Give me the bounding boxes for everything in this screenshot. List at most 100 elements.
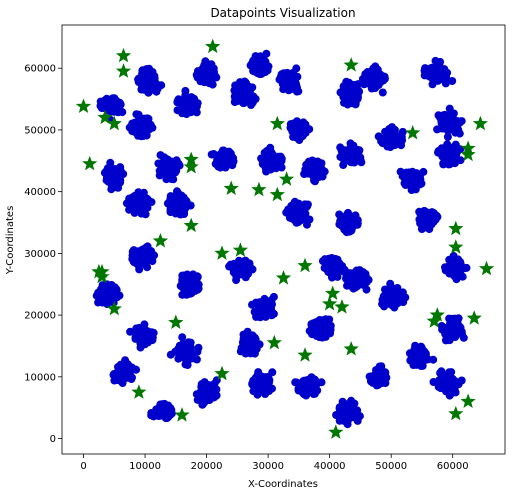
data-point [346,140,355,149]
data-point [174,195,183,204]
data-point [166,165,175,174]
data-point [178,349,187,358]
data-point [420,66,429,75]
data-point [317,159,326,168]
star-point [343,341,359,356]
data-point [157,81,166,90]
data-point [99,292,108,301]
data-point [110,289,119,298]
data-point [240,339,249,347]
data-point [310,325,318,334]
data-point [229,267,238,276]
data-point [213,156,222,165]
y-tick-label: 40000 [24,187,56,198]
data-point [431,215,440,224]
data-point [109,171,117,180]
x-tick-label: 60000 [437,461,469,472]
data-point [147,409,156,417]
data-point [205,388,214,397]
data-point [133,330,142,339]
y-axis-label: Y-Coordinates [5,206,16,276]
data-point [239,99,248,108]
data-point [378,300,387,309]
star-point [297,347,313,362]
data-point [415,345,424,354]
data-point [219,154,228,163]
star-point [448,405,464,421]
data-point [134,250,143,259]
data-point [174,159,183,168]
y-tick-label: 30000 [24,249,56,260]
data-point [426,71,435,80]
star-point [75,98,92,113]
data-point [434,58,443,67]
data-point [348,87,357,96]
star-point [214,245,230,260]
data-point [444,143,453,151]
data-point [161,414,170,423]
data-point [451,149,460,158]
star-point [429,307,445,322]
data-point [140,199,149,208]
data-point [251,376,260,385]
star-point [106,300,122,316]
data-point [449,319,458,328]
data-point [186,201,195,210]
data-point [444,152,453,161]
star-point [328,424,344,439]
data-point [146,75,155,83]
data-point [140,336,149,345]
data-point [137,117,146,126]
data-point [241,78,250,87]
data-point [443,132,452,141]
data-point [380,72,389,81]
data-point [380,375,388,384]
data-point [307,387,316,396]
data-point [403,173,411,182]
y-tick-label: 10000 [24,372,56,383]
data-point [295,123,304,132]
data-point [251,383,260,392]
data-point [362,285,371,294]
data-point [192,108,201,117]
y-tick-label: 50000 [24,125,56,136]
data-point [307,166,316,175]
data-point [448,267,457,276]
data-point [325,315,334,324]
data-point [347,412,355,421]
data-point [103,297,112,306]
data-point [198,76,206,85]
data-point [202,396,211,405]
data-point [109,371,118,379]
data-point [252,309,260,318]
data-point [230,259,238,268]
star-point [325,285,341,300]
data-point [192,390,201,399]
data-point [259,156,268,165]
data-point [301,128,310,137]
data-point [456,156,465,165]
data-point [209,150,218,158]
star-point [214,365,230,381]
data-point [267,295,276,304]
data-point [252,52,261,61]
data-point [150,251,159,260]
data-point [340,98,348,107]
data-point [104,106,113,115]
data-point [398,127,407,136]
data-point [294,216,303,225]
x-axis-label: X-Coordinates [248,479,318,490]
data-point [131,201,140,210]
data-point [152,87,161,96]
data-point [457,376,466,385]
data-points [75,38,495,439]
data-point [451,140,460,149]
data-point [244,259,253,268]
data-point [266,157,275,166]
data-point [129,257,138,266]
star-point [478,260,495,276]
data-point [349,216,358,225]
data-point [200,381,209,390]
data-point [440,381,448,390]
data-point [145,82,154,90]
